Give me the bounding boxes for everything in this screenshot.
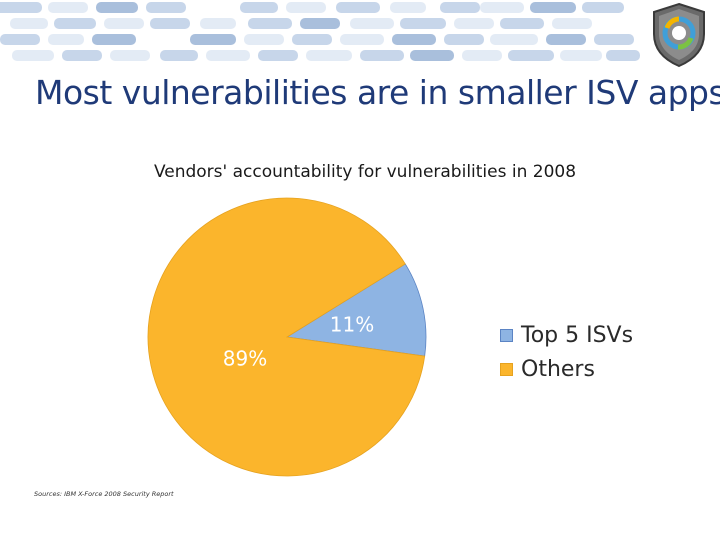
header-tile (560, 50, 602, 61)
header-tile (0, 2, 42, 13)
header-tile (240, 2, 278, 13)
header-tile (350, 18, 394, 29)
header-tile (594, 34, 634, 45)
header-tile (546, 34, 586, 45)
header-tile (336, 2, 380, 13)
header-tile (0, 34, 40, 45)
header-tile (552, 18, 592, 29)
header-tile (454, 18, 494, 29)
chart-legend: Top 5 ISVs Others (500, 318, 633, 386)
data-label-others: 89% (223, 347, 267, 371)
pie-slice-top5 (285, 263, 427, 357)
header-tile (508, 50, 554, 61)
header-tile (150, 18, 190, 29)
legend-label-others: Others (521, 356, 595, 382)
legend-item-top5: Top 5 ISVs (500, 318, 633, 352)
header-tile (110, 50, 150, 61)
header-tile (146, 2, 186, 13)
header-tile (62, 50, 102, 61)
header-tile (244, 34, 284, 45)
header-tile (160, 50, 198, 61)
header-tile (462, 50, 502, 61)
legend-label-top5: Top 5 ISVs (521, 322, 634, 348)
header-tile (92, 34, 136, 45)
header-tile (400, 18, 446, 29)
legend-item-others: Others (500, 352, 633, 386)
header-tile (306, 50, 352, 61)
header-tile (444, 34, 484, 45)
legend-swatch-others (500, 362, 513, 376)
header-tile (258, 50, 298, 61)
header-tile (48, 2, 88, 13)
header-tile (200, 18, 236, 29)
header-tile (360, 50, 404, 61)
header-tile (292, 34, 332, 45)
header-tile (206, 50, 250, 61)
header-tile (440, 2, 480, 13)
header-tile (12, 50, 54, 61)
header-tile (500, 18, 544, 29)
header-tile (340, 34, 384, 45)
header-tile (190, 34, 236, 45)
header-tile (96, 2, 138, 13)
header-tile (300, 18, 340, 29)
header-tile (286, 2, 326, 13)
header-tile (410, 50, 454, 61)
slide-title: Most vulnerabilities are in smaller ISV … (35, 73, 720, 112)
header-tile (248, 18, 292, 29)
header-tile (530, 2, 576, 13)
header-tile (480, 2, 524, 13)
header-tile (54, 18, 96, 29)
header-tile (490, 34, 538, 45)
source-note: Sources: IBM X-Force 2008 Security Repor… (34, 490, 174, 498)
legend-swatch-top5 (500, 328, 513, 342)
header-decoration (0, 2, 640, 61)
header-tile (392, 34, 436, 45)
data-label-top5: 11% (330, 313, 374, 337)
chart-title: Vendors' accountability for vulnerabilit… (153, 162, 577, 182)
header-tile (606, 50, 640, 61)
header-tile (104, 18, 144, 29)
pie-slice-others (147, 197, 426, 477)
header-tile (10, 18, 48, 29)
header-tile (390, 2, 426, 13)
shield-logo-icon (653, 2, 705, 68)
header-tile (582, 2, 624, 13)
header-tile (48, 34, 84, 45)
